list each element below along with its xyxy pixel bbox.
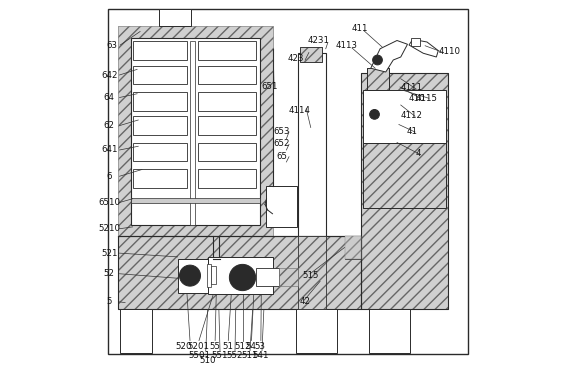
Bar xyxy=(298,236,325,309)
Bar xyxy=(190,41,195,225)
Text: 6: 6 xyxy=(106,172,112,181)
Text: 520: 520 xyxy=(175,342,192,351)
Bar xyxy=(361,73,448,309)
Bar xyxy=(367,68,389,90)
Circle shape xyxy=(185,271,195,280)
Bar xyxy=(133,169,187,188)
Bar xyxy=(367,68,389,90)
Text: 4112: 4112 xyxy=(401,111,423,120)
Text: 41: 41 xyxy=(406,127,418,136)
Bar xyxy=(197,66,255,84)
Text: 51: 51 xyxy=(222,342,234,351)
Text: 53: 53 xyxy=(254,342,266,351)
Text: 410: 410 xyxy=(408,94,424,103)
Bar xyxy=(197,169,255,188)
Bar xyxy=(197,41,255,60)
Text: 411: 411 xyxy=(351,24,368,33)
Bar xyxy=(197,142,255,161)
Bar xyxy=(266,186,296,227)
Text: 55: 55 xyxy=(209,342,221,351)
Text: 5210: 5210 xyxy=(98,224,121,233)
Text: 551: 551 xyxy=(212,351,228,360)
Text: 511: 511 xyxy=(242,351,258,360)
Text: 4231: 4231 xyxy=(307,36,329,45)
Text: 5201: 5201 xyxy=(187,342,209,351)
Text: 423: 423 xyxy=(287,54,304,63)
Bar xyxy=(118,236,361,309)
Bar xyxy=(363,142,446,208)
Text: 6510: 6510 xyxy=(98,198,121,207)
Bar xyxy=(298,236,325,309)
Text: 42: 42 xyxy=(300,297,311,306)
Bar xyxy=(344,236,361,259)
Bar xyxy=(361,73,448,309)
Text: 4110: 4110 xyxy=(439,47,460,56)
Text: 65: 65 xyxy=(276,152,287,161)
Text: 641: 641 xyxy=(101,146,118,154)
Text: 4113: 4113 xyxy=(335,41,357,50)
Circle shape xyxy=(179,265,200,286)
Bar xyxy=(257,268,279,286)
Circle shape xyxy=(229,264,255,291)
Text: 64: 64 xyxy=(104,93,115,102)
Bar xyxy=(211,266,216,284)
Bar xyxy=(411,38,419,46)
Bar xyxy=(120,309,152,352)
Text: 552: 552 xyxy=(227,351,244,360)
Text: 5501: 5501 xyxy=(188,351,210,360)
Text: 521: 521 xyxy=(101,249,118,258)
Text: 653: 653 xyxy=(273,128,290,136)
Bar xyxy=(363,142,446,208)
Bar xyxy=(207,264,211,287)
Text: 63: 63 xyxy=(106,40,118,50)
Bar xyxy=(133,41,187,60)
Text: 651: 651 xyxy=(261,82,278,91)
Text: 652: 652 xyxy=(273,140,290,148)
Bar xyxy=(296,309,337,352)
Bar xyxy=(197,92,255,111)
Circle shape xyxy=(373,55,382,65)
Bar xyxy=(298,53,325,236)
Bar xyxy=(133,116,187,135)
Text: 4: 4 xyxy=(416,148,422,158)
Text: 4111: 4111 xyxy=(401,82,423,92)
Bar xyxy=(197,116,255,135)
Text: 515: 515 xyxy=(303,271,319,280)
Text: 4115: 4115 xyxy=(415,94,437,103)
Bar xyxy=(369,309,410,352)
Text: 512: 512 xyxy=(234,342,251,351)
Bar xyxy=(344,236,361,259)
Text: 52: 52 xyxy=(104,269,115,278)
Polygon shape xyxy=(371,40,407,72)
Bar xyxy=(159,9,191,26)
Bar xyxy=(131,198,260,202)
Text: 642: 642 xyxy=(101,70,118,80)
Bar xyxy=(133,66,187,84)
Bar xyxy=(118,236,361,309)
Bar xyxy=(118,26,273,236)
Text: 541: 541 xyxy=(253,351,269,360)
Bar xyxy=(279,268,298,286)
Text: 62: 62 xyxy=(104,121,115,130)
Polygon shape xyxy=(409,39,438,57)
Bar xyxy=(178,259,208,292)
Text: 4114: 4114 xyxy=(288,106,311,115)
Bar xyxy=(299,47,322,62)
Bar xyxy=(133,142,187,161)
Bar xyxy=(131,38,260,225)
Bar xyxy=(299,47,322,62)
Text: 510: 510 xyxy=(199,356,216,365)
Text: 5: 5 xyxy=(106,297,112,306)
Text: 54: 54 xyxy=(245,342,256,351)
Bar xyxy=(363,90,446,142)
Circle shape xyxy=(370,110,380,119)
Circle shape xyxy=(237,272,248,283)
Bar xyxy=(208,257,273,294)
Bar xyxy=(133,92,187,111)
